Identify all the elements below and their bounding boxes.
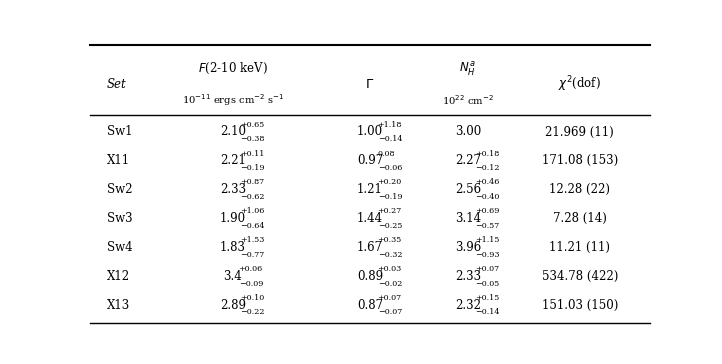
Text: −0.12: −0.12 [476, 164, 500, 172]
Text: +1.53: +1.53 [240, 236, 265, 244]
Text: +0.11: +0.11 [240, 150, 265, 158]
Text: 2.33: 2.33 [455, 270, 481, 283]
Text: X13: X13 [107, 299, 130, 312]
Text: 2.89: 2.89 [220, 299, 246, 312]
Text: −0.38: −0.38 [240, 135, 265, 143]
Text: +0.10: +0.10 [240, 294, 265, 302]
Text: $\mathit{F}$(2-10 keV): $\mathit{F}$(2-10 keV) [198, 62, 268, 76]
Text: 1.83: 1.83 [220, 241, 246, 254]
Text: 2.33: 2.33 [220, 183, 246, 196]
Text: +0.20: +0.20 [378, 178, 402, 186]
Text: −0.40: −0.40 [476, 193, 500, 201]
Text: 534.78 (422): 534.78 (422) [542, 270, 618, 283]
Text: Sw3: Sw3 [107, 212, 133, 225]
Text: −0.25: −0.25 [378, 222, 402, 230]
Text: +0.69: +0.69 [476, 207, 500, 215]
Text: Sw1: Sw1 [107, 126, 133, 138]
Text: 0.89: 0.89 [357, 270, 383, 283]
Text: +0.65: +0.65 [240, 121, 265, 129]
Text: Sw4: Sw4 [107, 241, 133, 254]
Text: X12: X12 [107, 270, 130, 283]
Text: +0.27: +0.27 [378, 207, 402, 215]
Text: $N_{H}^{\,a}$: $N_{H}^{\,a}$ [459, 60, 477, 78]
Text: 2.32: 2.32 [455, 299, 481, 312]
Text: $\chi^{2}$(dof): $\chi^{2}$(dof) [558, 75, 601, 94]
Text: 1.21: 1.21 [357, 183, 383, 196]
Text: −0.05: −0.05 [476, 280, 500, 288]
Text: Sw2: Sw2 [107, 183, 133, 196]
Text: X11: X11 [107, 154, 130, 167]
Text: −0.14: −0.14 [378, 135, 402, 143]
Text: +0.35: +0.35 [378, 236, 402, 244]
Text: −0.64: −0.64 [240, 222, 265, 230]
Text: 21.969 (11): 21.969 (11) [546, 126, 614, 138]
Text: −0.14: −0.14 [476, 308, 500, 316]
Text: Set: Set [107, 78, 127, 91]
Text: +1.06: +1.06 [240, 207, 265, 215]
Text: −0.93: −0.93 [476, 251, 500, 259]
Text: 10$^{22}$ cm$^{-2}$: 10$^{22}$ cm$^{-2}$ [442, 93, 494, 107]
Text: −0.02: −0.02 [378, 280, 402, 288]
Text: −0.22: −0.22 [240, 308, 265, 316]
Text: −0.57: −0.57 [476, 222, 500, 230]
Text: 7.28 (14): 7.28 (14) [553, 212, 606, 225]
Text: 1.44: 1.44 [357, 212, 383, 225]
Text: −0.07: −0.07 [378, 308, 402, 316]
Text: +0.07: +0.07 [476, 265, 500, 273]
Text: 1.90: 1.90 [220, 212, 246, 225]
Text: 11.21 (11): 11.21 (11) [549, 241, 610, 254]
Text: 3.4: 3.4 [224, 270, 243, 283]
Text: 10$^{-11}$ ergs cm$^{-2}$ s$^{-1}$: 10$^{-11}$ ergs cm$^{-2}$ s$^{-1}$ [182, 92, 284, 108]
Text: 3.00: 3.00 [455, 126, 481, 138]
Text: +0.07: +0.07 [378, 294, 401, 302]
Text: 151.03 (150): 151.03 (150) [542, 299, 618, 312]
Text: 0.08: 0.08 [378, 150, 395, 158]
Text: +0.46: +0.46 [476, 178, 500, 186]
Text: $\Gamma$: $\Gamma$ [365, 78, 375, 91]
Text: 2.27: 2.27 [455, 154, 481, 167]
Text: 2.56: 2.56 [455, 183, 481, 196]
Text: +0.18: +0.18 [476, 150, 500, 158]
Text: 12.28 (22): 12.28 (22) [549, 183, 610, 196]
Text: −0.09: −0.09 [239, 280, 263, 288]
Text: +0.15: +0.15 [476, 294, 500, 302]
Text: +0.06: +0.06 [239, 265, 263, 273]
Text: 1.00: 1.00 [357, 126, 383, 138]
Text: 2.10: 2.10 [220, 126, 246, 138]
Text: 1.67: 1.67 [357, 241, 383, 254]
Text: −0.19: −0.19 [240, 164, 265, 172]
Text: −0.77: −0.77 [240, 251, 265, 259]
Text: +1.18: +1.18 [378, 121, 402, 129]
Text: +0.87: +0.87 [240, 178, 265, 186]
Text: −0.62: −0.62 [240, 193, 265, 201]
Text: −0.32: −0.32 [378, 251, 402, 259]
Text: +0.03: +0.03 [378, 265, 402, 273]
Text: −0.06: −0.06 [378, 164, 402, 172]
Text: 3.14: 3.14 [455, 212, 481, 225]
Text: 0.97: 0.97 [357, 154, 383, 167]
Text: 2.21: 2.21 [220, 154, 246, 167]
Text: 0.87: 0.87 [357, 299, 383, 312]
Text: −0.19: −0.19 [378, 193, 402, 201]
Text: 171.08 (153): 171.08 (153) [542, 154, 618, 167]
Text: 3.96: 3.96 [455, 241, 481, 254]
Text: +1.15: +1.15 [476, 236, 500, 244]
